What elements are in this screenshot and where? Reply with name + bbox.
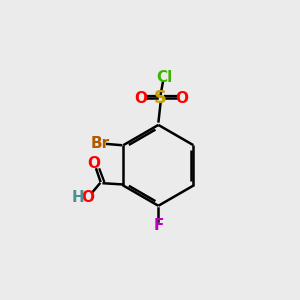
Text: O: O	[134, 91, 147, 106]
Text: F: F	[153, 218, 164, 233]
Text: O: O	[175, 91, 188, 106]
Text: S: S	[154, 89, 167, 107]
Text: Br: Br	[91, 136, 110, 152]
Text: Cl: Cl	[156, 70, 172, 85]
Text: O: O	[88, 156, 100, 171]
Text: O: O	[82, 190, 94, 205]
Text: H: H	[72, 190, 85, 205]
